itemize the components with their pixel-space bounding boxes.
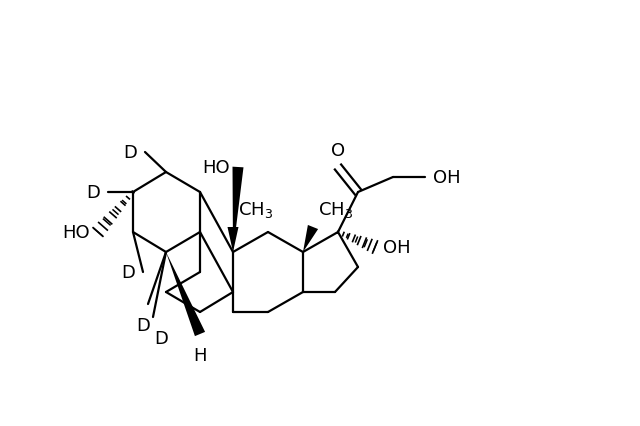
Polygon shape [166, 253, 205, 336]
Text: CH$_3$: CH$_3$ [318, 199, 353, 219]
Text: D: D [136, 316, 150, 334]
Text: OH: OH [433, 169, 461, 187]
Polygon shape [303, 225, 318, 253]
Text: H: H [193, 346, 207, 364]
Polygon shape [232, 167, 243, 253]
Text: OH: OH [383, 239, 411, 256]
Text: D: D [86, 184, 100, 201]
Polygon shape [227, 227, 239, 253]
Text: D: D [154, 329, 168, 347]
Text: HO: HO [202, 158, 230, 177]
Text: D: D [121, 263, 135, 281]
Text: CH$_3$: CH$_3$ [238, 199, 273, 219]
Text: D: D [123, 144, 137, 161]
Text: O: O [331, 142, 345, 160]
Text: HO: HO [62, 224, 90, 242]
